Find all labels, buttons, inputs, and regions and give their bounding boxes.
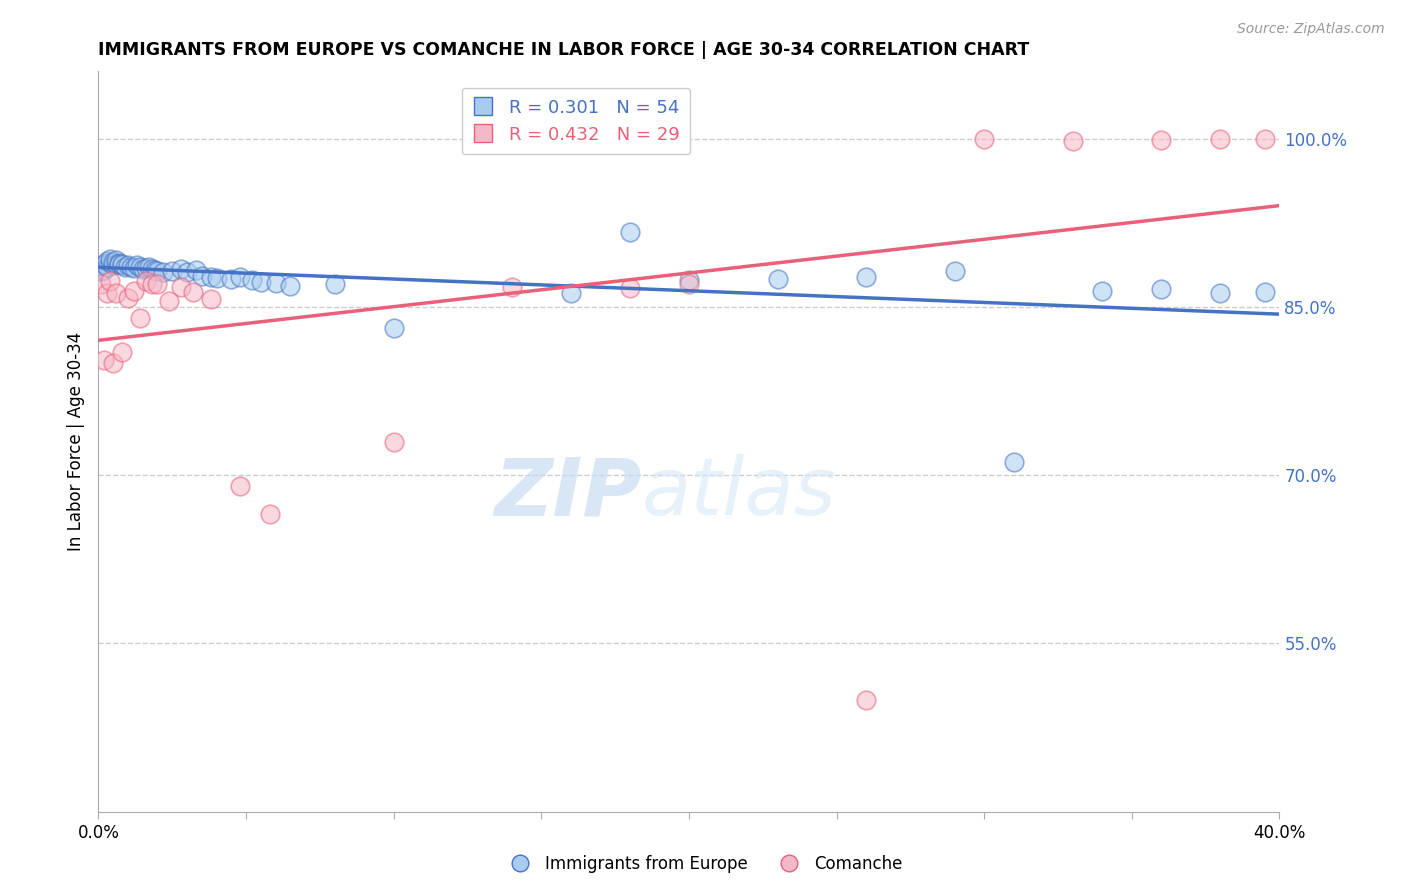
Point bbox=[855, 269, 877, 284]
Point bbox=[98, 274, 121, 288]
Point bbox=[678, 277, 700, 292]
Point bbox=[1209, 131, 1232, 145]
Point bbox=[200, 292, 222, 306]
Point bbox=[141, 261, 163, 276]
Point bbox=[1254, 285, 1277, 300]
Y-axis label: In Labor Force | Age 30-34: In Labor Force | Age 30-34 bbox=[66, 332, 84, 551]
Point bbox=[120, 260, 142, 274]
Point bbox=[855, 692, 877, 706]
Point bbox=[1091, 284, 1114, 298]
Point bbox=[250, 275, 273, 289]
Point bbox=[103, 356, 125, 370]
Point bbox=[117, 291, 139, 305]
Point bbox=[1150, 282, 1173, 296]
Legend: R = 0.301   N = 54, R = 0.432   N = 29: R = 0.301 N = 54, R = 0.432 N = 29 bbox=[461, 87, 690, 154]
Point bbox=[141, 277, 163, 292]
Point bbox=[162, 264, 183, 278]
Text: IMMIGRANTS FROM EUROPE VS COMANCHE IN LABOR FORCE | AGE 30-34 CORRELATION CHART: IMMIGRANTS FROM EUROPE VS COMANCHE IN LA… bbox=[98, 41, 1029, 59]
Point bbox=[111, 259, 134, 273]
Point bbox=[221, 272, 243, 286]
Point bbox=[125, 259, 148, 273]
Point bbox=[111, 257, 134, 271]
Point bbox=[111, 344, 134, 359]
Point bbox=[122, 284, 145, 298]
Point bbox=[96, 254, 118, 268]
Point bbox=[766, 272, 789, 286]
Point bbox=[1150, 133, 1173, 147]
Point bbox=[382, 321, 405, 335]
Point bbox=[135, 260, 157, 275]
Point bbox=[200, 269, 222, 284]
Point bbox=[229, 269, 252, 284]
Point bbox=[103, 255, 125, 269]
Point bbox=[560, 286, 582, 301]
Point bbox=[157, 294, 180, 309]
Point bbox=[98, 255, 121, 269]
Point bbox=[170, 279, 193, 293]
Point bbox=[105, 257, 128, 271]
Point bbox=[619, 225, 641, 239]
Point bbox=[117, 259, 139, 273]
Text: atlas: atlas bbox=[641, 454, 837, 533]
Point bbox=[98, 252, 121, 266]
Text: ZIP: ZIP bbox=[495, 454, 641, 533]
Point bbox=[176, 265, 198, 279]
Point bbox=[90, 277, 112, 292]
Point bbox=[229, 479, 252, 493]
Point bbox=[138, 260, 160, 274]
Point bbox=[184, 263, 207, 277]
Point bbox=[205, 270, 228, 285]
Point bbox=[152, 265, 174, 279]
Point bbox=[93, 352, 115, 367]
Point bbox=[146, 277, 169, 292]
Point bbox=[93, 257, 115, 271]
Point bbox=[135, 274, 157, 288]
Point bbox=[90, 264, 112, 278]
Point bbox=[103, 259, 125, 273]
Point bbox=[143, 263, 166, 277]
Point bbox=[108, 256, 131, 270]
Legend: Immigrants from Europe, Comanche: Immigrants from Europe, Comanche bbox=[496, 848, 910, 880]
Point bbox=[170, 261, 193, 276]
Text: Source: ZipAtlas.com: Source: ZipAtlas.com bbox=[1237, 22, 1385, 37]
Point bbox=[122, 260, 145, 275]
Point bbox=[96, 260, 118, 274]
Point bbox=[259, 508, 281, 522]
Point bbox=[619, 281, 641, 295]
Point bbox=[96, 286, 118, 301]
Point bbox=[280, 278, 302, 293]
Point bbox=[128, 260, 150, 274]
Point bbox=[382, 434, 405, 449]
Point bbox=[1002, 455, 1025, 469]
Point bbox=[1209, 286, 1232, 301]
Point bbox=[114, 260, 136, 274]
Point bbox=[943, 264, 966, 278]
Point bbox=[240, 273, 263, 287]
Point bbox=[128, 311, 150, 326]
Point bbox=[105, 252, 128, 267]
Point bbox=[1254, 131, 1277, 145]
Point bbox=[501, 279, 523, 293]
Point bbox=[181, 285, 204, 300]
Point bbox=[264, 277, 287, 291]
Point bbox=[146, 264, 169, 278]
Point bbox=[1062, 134, 1084, 148]
Point bbox=[323, 277, 346, 292]
Point bbox=[191, 268, 214, 283]
Point bbox=[105, 286, 128, 301]
Point bbox=[132, 261, 155, 276]
Point bbox=[678, 273, 700, 287]
Point bbox=[93, 263, 115, 277]
Point bbox=[108, 257, 131, 271]
Point bbox=[973, 131, 995, 145]
